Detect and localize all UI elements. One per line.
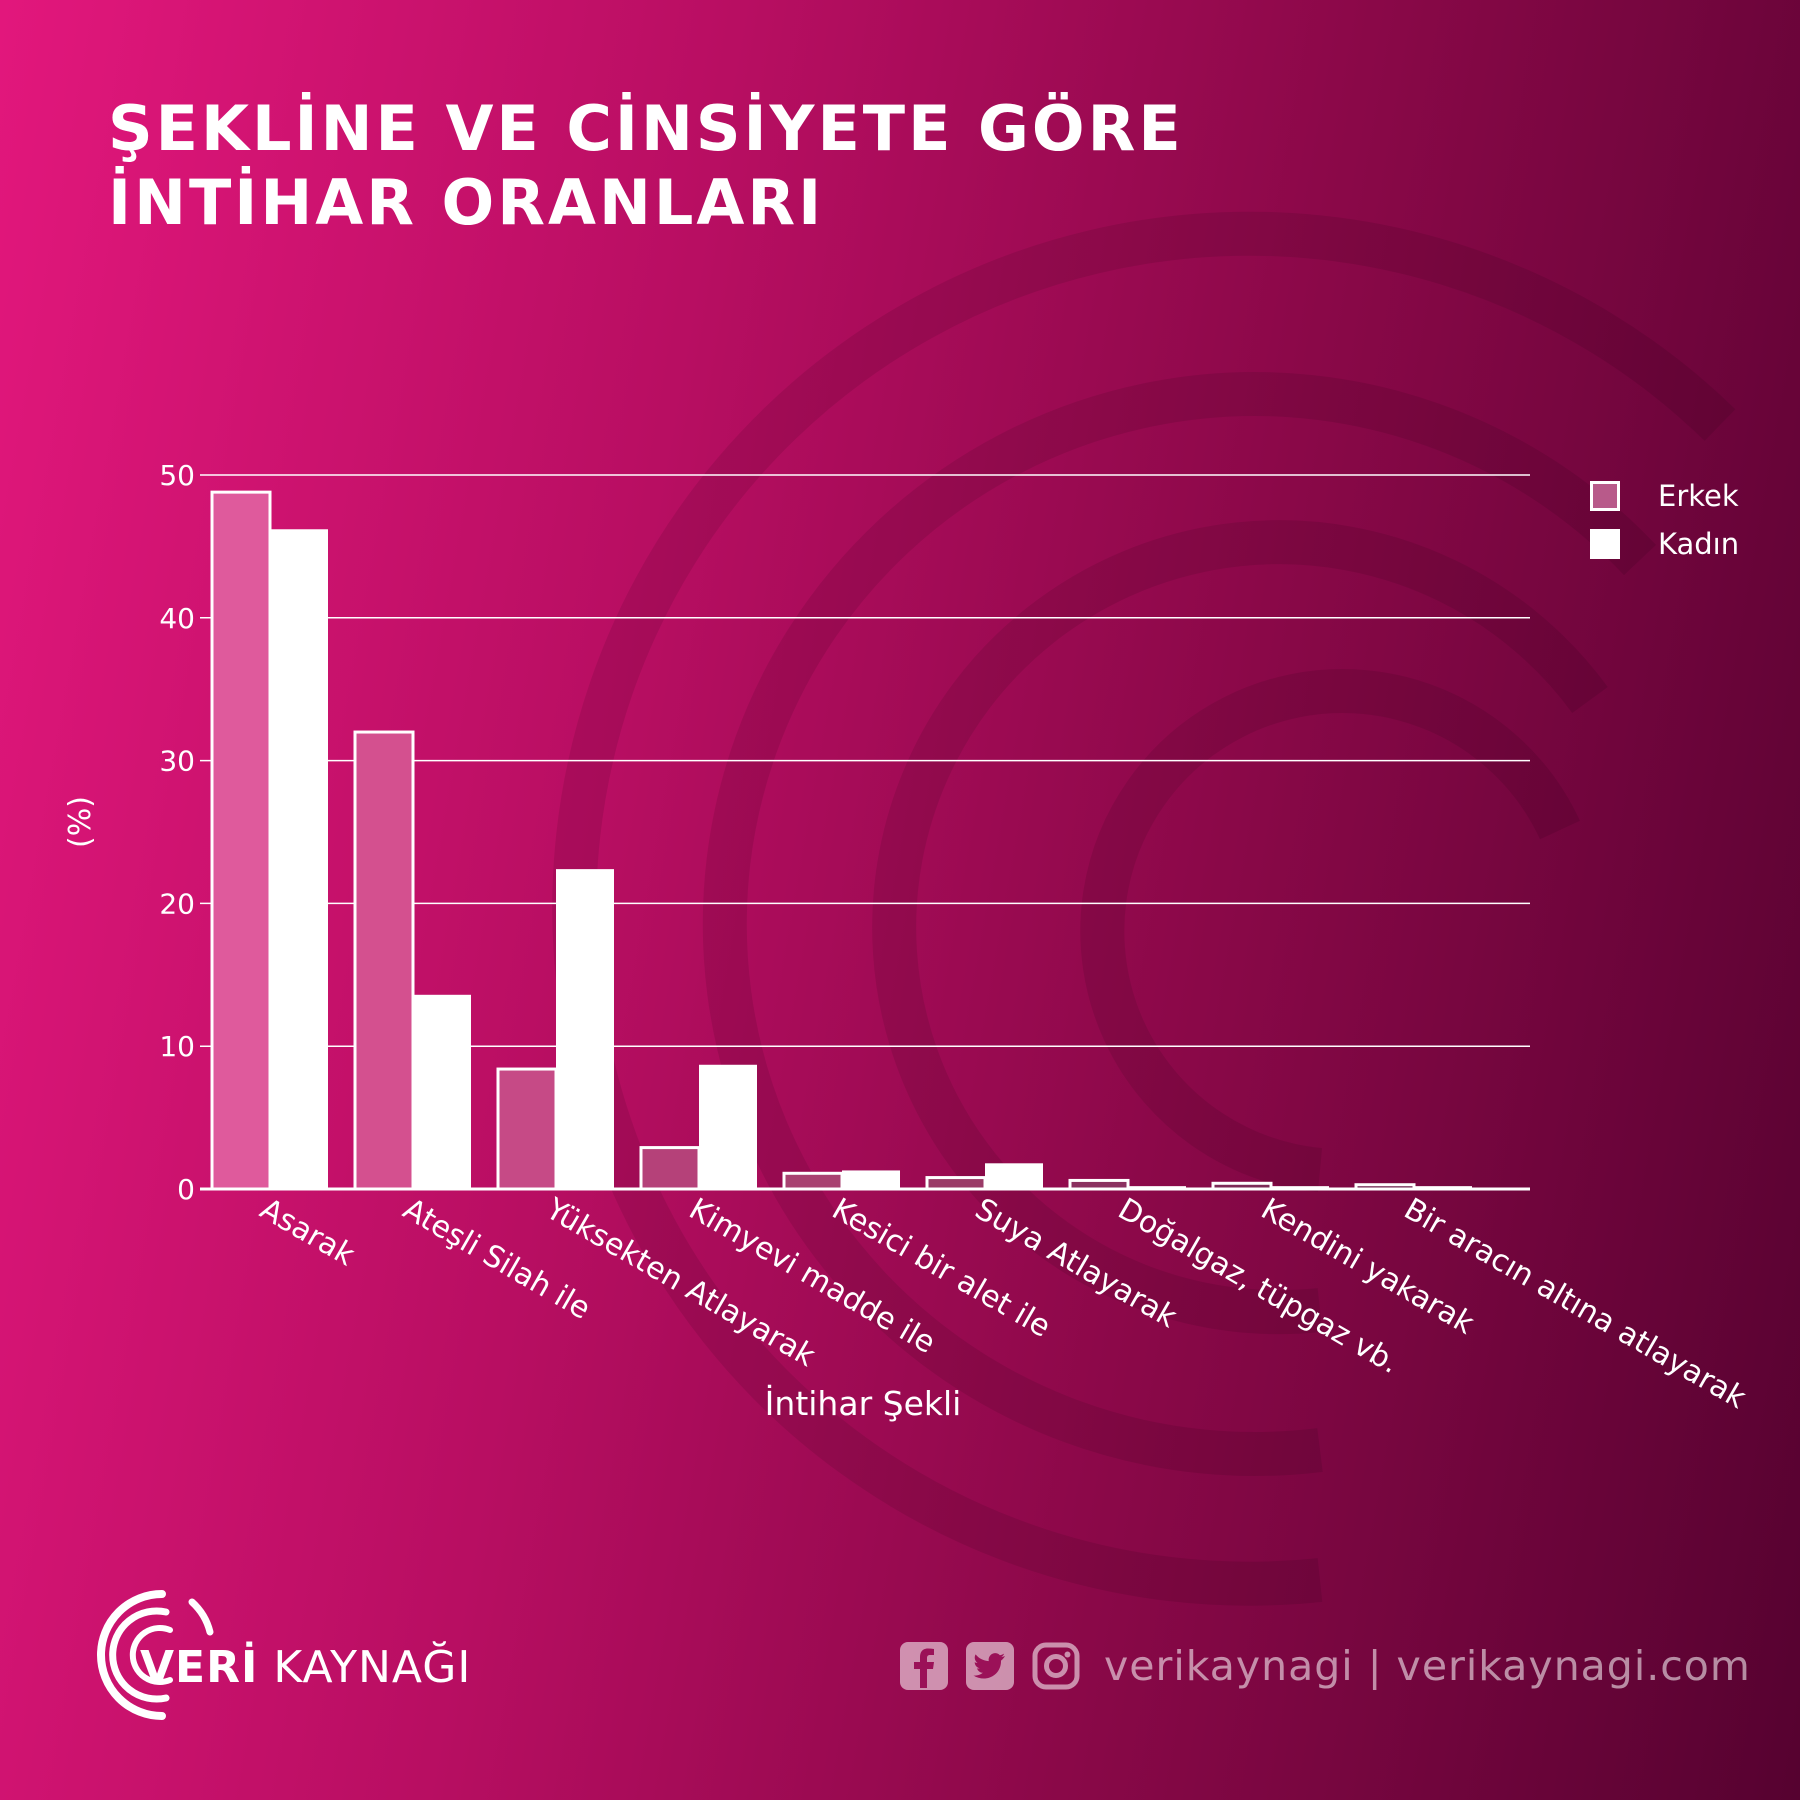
bar-kadin-4: [842, 1170, 900, 1189]
bar-erkek-5: [925, 1176, 987, 1191]
bar-erkek-6: [1068, 1178, 1130, 1191]
bar-erkek-7: [1211, 1181, 1273, 1191]
bar-kadin-7: [1271, 1186, 1329, 1189]
brand-name: VERİ KAYNAĞI: [140, 1642, 471, 1693]
bars: [210, 490, 1472, 1191]
title-line-1: ŞEKLİNE VE CİNSİYETE GÖRE: [108, 92, 1184, 165]
brand-name-bold: VERİ: [140, 1642, 259, 1693]
bar-erkek-0: [210, 490, 272, 1191]
facebook-icon[interactable]: [898, 1640, 950, 1692]
bar-kadin-0: [270, 529, 328, 1189]
bar-erkek-2: [496, 1067, 558, 1191]
legend-item-erkek: Erkek: [1590, 472, 1739, 520]
brand-name-light: KAYNAĞI: [258, 1642, 472, 1693]
y-tick-label: 10: [159, 1030, 195, 1063]
legend-swatch-erkek: [1590, 481, 1620, 511]
legend-label-erkek: Erkek: [1658, 479, 1739, 513]
bar-erkek-3: [639, 1146, 701, 1191]
social-links: verikaynagi | verikaynagi.com: [898, 1640, 1751, 1692]
instagram-icon[interactable]: [1030, 1640, 1082, 1692]
legend-label-kadin: Kadın: [1658, 527, 1740, 561]
social-handle[interactable]: verikaynagi | verikaynagi.com: [1104, 1642, 1751, 1690]
y-tick-labels: 0 10 20 30 40 50: [159, 459, 195, 1206]
y-tick-label: 40: [159, 602, 195, 635]
bar-kadin-8: [1414, 1186, 1472, 1189]
legend-swatch-kadin: [1590, 529, 1620, 559]
bar-kadin-3: [699, 1064, 757, 1189]
brand-logo-icon: [97, 1590, 214, 1720]
title-line-2: İNTİHAR ORANLARI: [108, 166, 825, 239]
y-tick-label: 50: [159, 459, 195, 492]
bar-erkek-8: [1354, 1183, 1416, 1191]
x-axis-label: İntihar Şekli: [765, 1384, 962, 1423]
bar-erkek-1: [353, 730, 415, 1191]
x-tick-label: Asarak: [254, 1192, 361, 1274]
x-tick-label: Yüksekten Atlayarak: [539, 1191, 821, 1374]
bar-kadin-2: [556, 869, 614, 1189]
y-tick-label: 20: [159, 887, 195, 920]
bar-kadin-1: [413, 994, 471, 1189]
chart-legend: Erkek Kadın: [1590, 472, 1739, 568]
y-tick-label: 0: [177, 1173, 195, 1206]
twitter-icon[interactable]: [964, 1640, 1016, 1692]
bar-erkek-4: [782, 1171, 844, 1191]
legend-item-kadin: Kadın: [1590, 520, 1739, 568]
x-tick-label: Kimyevi madde ile: [683, 1192, 941, 1361]
page-title: ŞEKLİNE VE CİNSİYETE GÖRE İNTİHAR ORANLA…: [108, 92, 1184, 240]
y-tick-label: 30: [159, 745, 195, 778]
y-axis-label: (%): [63, 796, 98, 848]
bar-kadin-6: [1128, 1186, 1186, 1189]
bar-kadin-5: [985, 1163, 1043, 1189]
